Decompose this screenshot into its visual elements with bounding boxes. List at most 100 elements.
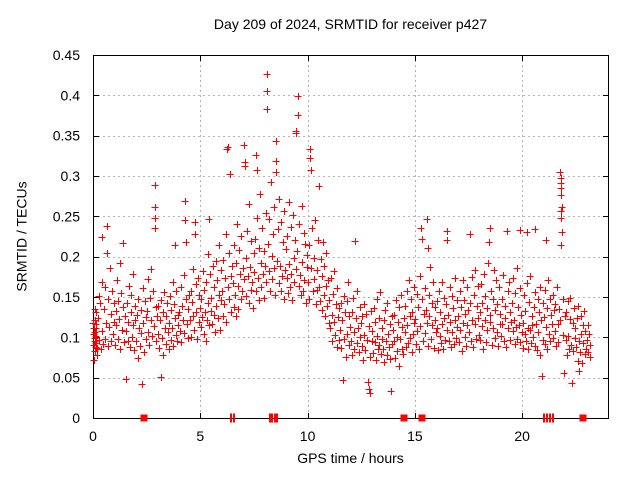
data-point xyxy=(375,315,383,322)
data-point xyxy=(368,338,376,345)
data-point xyxy=(433,325,441,332)
data-point xyxy=(380,317,388,324)
data-point xyxy=(299,288,307,295)
data-point xyxy=(411,316,419,323)
data-point xyxy=(445,338,453,345)
data-point xyxy=(526,327,534,334)
data-point xyxy=(399,351,407,358)
data-point xyxy=(108,288,116,295)
data-point xyxy=(451,275,459,282)
data-point xyxy=(169,279,177,286)
data-point xyxy=(90,357,98,364)
data-point xyxy=(262,279,270,286)
data-point xyxy=(320,292,328,299)
data-point xyxy=(557,180,565,187)
data-point xyxy=(554,321,562,328)
data-point xyxy=(151,182,159,189)
data-point xyxy=(446,319,454,326)
data-point xyxy=(536,284,544,291)
data-point xyxy=(577,313,585,320)
data-point xyxy=(314,237,322,244)
data-point xyxy=(376,289,384,296)
data-point xyxy=(521,331,529,338)
data-point xyxy=(167,337,175,344)
data-point xyxy=(201,309,209,316)
data-point xyxy=(91,306,99,313)
data-point xyxy=(397,292,405,299)
data-point xyxy=(318,307,326,314)
data-point xyxy=(428,322,436,329)
data-point xyxy=(285,261,293,268)
data-point xyxy=(528,313,536,320)
data-point xyxy=(379,346,387,353)
data-point xyxy=(269,231,277,238)
flag-tick xyxy=(269,413,271,423)
data-point xyxy=(562,309,570,316)
data-point xyxy=(193,336,201,343)
data-point xyxy=(501,315,509,322)
data-point xyxy=(585,331,593,338)
data-point xyxy=(174,312,182,319)
data-point xyxy=(215,292,223,299)
data-point xyxy=(424,343,432,350)
data-point xyxy=(273,258,281,265)
data-point xyxy=(522,338,530,345)
data-point xyxy=(550,307,558,314)
data-point xyxy=(451,317,459,324)
data-point xyxy=(253,167,261,174)
data-point xyxy=(327,275,335,282)
data-point xyxy=(270,204,278,211)
data-point xyxy=(330,268,338,275)
data-point xyxy=(202,338,210,345)
data-point xyxy=(423,216,431,223)
data-point xyxy=(98,234,106,241)
data-point xyxy=(408,309,416,316)
data-point xyxy=(104,343,112,350)
data-point xyxy=(259,271,267,278)
data-point xyxy=(516,227,524,234)
data-point xyxy=(112,322,120,329)
data-point xyxy=(403,322,411,329)
data-point xyxy=(189,313,197,320)
data-point xyxy=(483,327,491,334)
axis-ticks xyxy=(93,55,608,419)
data-point xyxy=(371,339,379,346)
data-point xyxy=(234,306,242,313)
data-point xyxy=(238,288,246,295)
data-point xyxy=(531,289,539,296)
data-point xyxy=(95,337,103,344)
data-point xyxy=(517,312,525,319)
data-point xyxy=(398,324,406,331)
data-point xyxy=(225,250,233,257)
data-point xyxy=(532,321,540,328)
data-point xyxy=(189,266,197,273)
data-point xyxy=(497,333,505,340)
data-point xyxy=(224,284,232,291)
data-point xyxy=(491,335,499,342)
data-point xyxy=(488,342,496,349)
data-point xyxy=(340,336,348,343)
data-point xyxy=(224,144,232,151)
data-point xyxy=(123,300,131,307)
y-tick-label: 0.2 xyxy=(61,249,81,265)
data-point xyxy=(534,296,542,303)
data-point xyxy=(294,112,302,119)
data-point xyxy=(255,245,263,252)
data-point xyxy=(472,336,480,343)
data-point xyxy=(114,298,122,305)
data-point xyxy=(350,329,358,336)
data-point xyxy=(119,240,127,247)
data-point xyxy=(127,309,135,316)
data-point xyxy=(247,287,255,294)
data-point xyxy=(196,305,204,312)
data-point xyxy=(536,352,544,359)
data-point xyxy=(307,265,315,272)
data-point xyxy=(386,356,394,363)
data-point xyxy=(330,319,338,326)
x-tick-label: 10 xyxy=(300,428,316,444)
data-point xyxy=(228,263,236,270)
data-point xyxy=(549,335,557,342)
data-point xyxy=(326,325,334,332)
data-point xyxy=(203,317,211,324)
